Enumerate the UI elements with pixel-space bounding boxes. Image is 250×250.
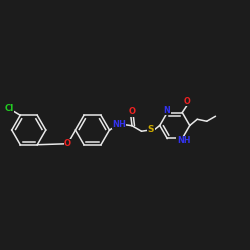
Text: O: O xyxy=(184,97,191,106)
Text: NH: NH xyxy=(177,136,190,145)
Text: N: N xyxy=(164,106,170,114)
Text: S: S xyxy=(148,126,154,134)
Text: O: O xyxy=(64,139,71,148)
Text: NH: NH xyxy=(112,120,126,129)
Text: Cl: Cl xyxy=(4,104,14,113)
Text: O: O xyxy=(128,107,136,116)
